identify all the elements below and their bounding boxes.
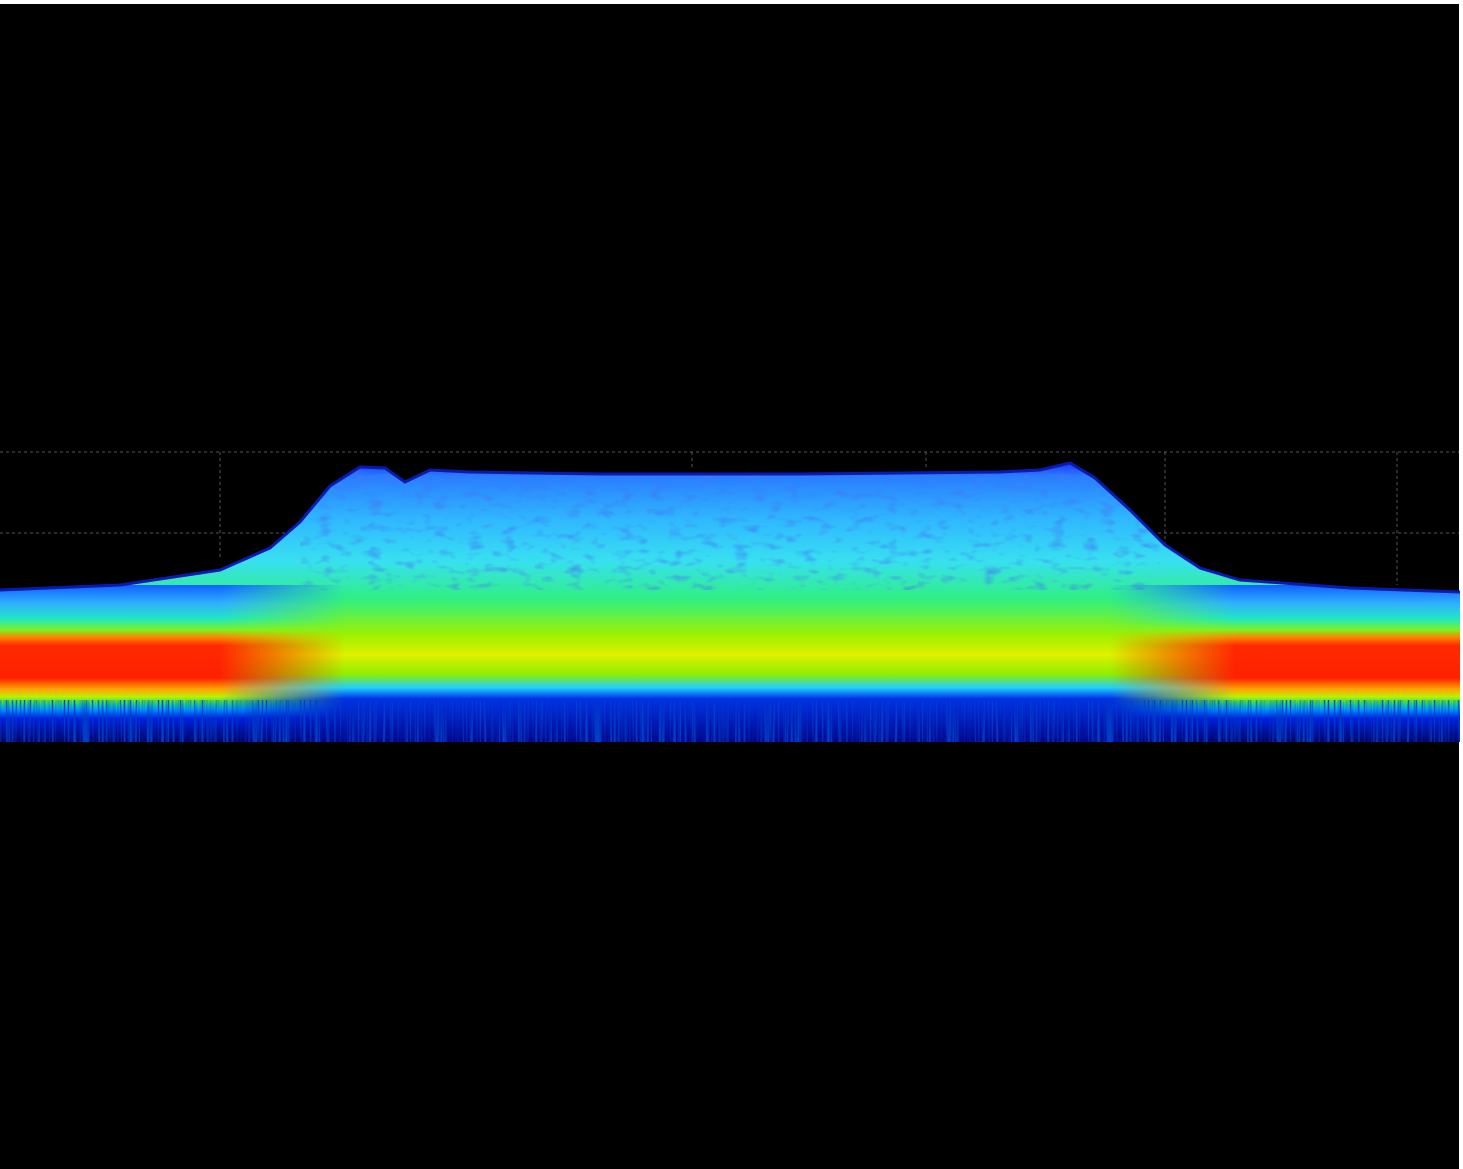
trace-outline — [0, 461, 1461, 594]
trace-texture — [300, 470, 1160, 590]
trace-noise-floor — [0, 700, 1460, 742]
graticule — [0, 451, 1459, 585]
